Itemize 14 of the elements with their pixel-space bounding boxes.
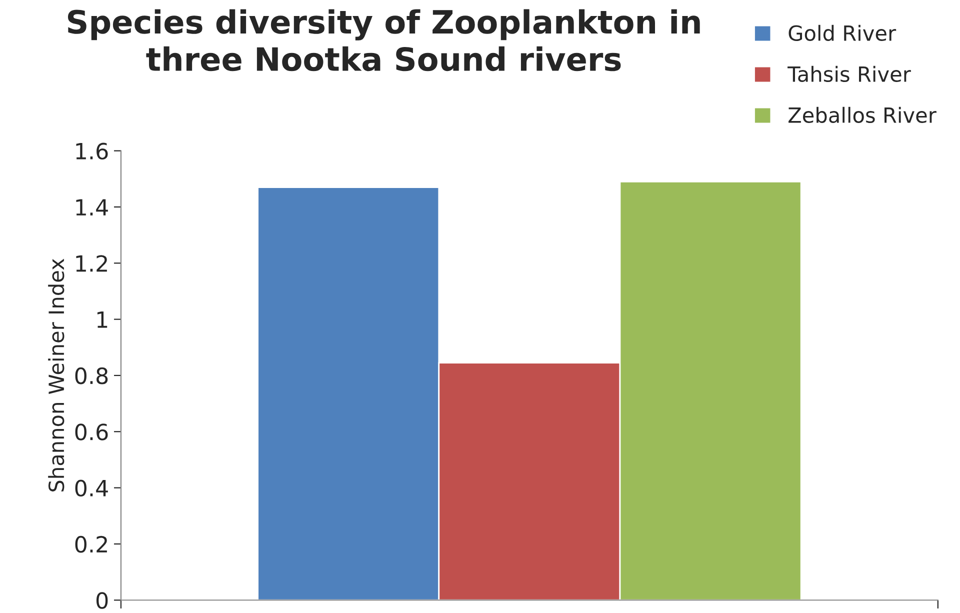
y-tick-label: 0.2 xyxy=(75,536,107,553)
legend-label: Zeballos River xyxy=(788,106,936,123)
y-tick-label: 0.6 xyxy=(75,424,108,440)
y-axis-title: Shannon Weiner Index xyxy=(48,258,64,492)
y-tick-label: 0.4 xyxy=(75,480,108,497)
y-tick-label: 0 xyxy=(96,592,108,609)
legend-label: Gold River xyxy=(788,24,896,42)
chart-title: Species diversity of Zooplankton in three Nootka Sound rivers xyxy=(68,9,700,72)
y-tick-label: 0.8 xyxy=(75,367,108,384)
y-tick-label: 1.6 xyxy=(76,142,108,160)
legend-label: Tahsis River xyxy=(788,66,911,82)
y-tick-label: 1.2 xyxy=(76,255,107,272)
y-tick-label: 1.4 xyxy=(76,199,108,216)
y-tick-label: 1 xyxy=(97,312,108,328)
